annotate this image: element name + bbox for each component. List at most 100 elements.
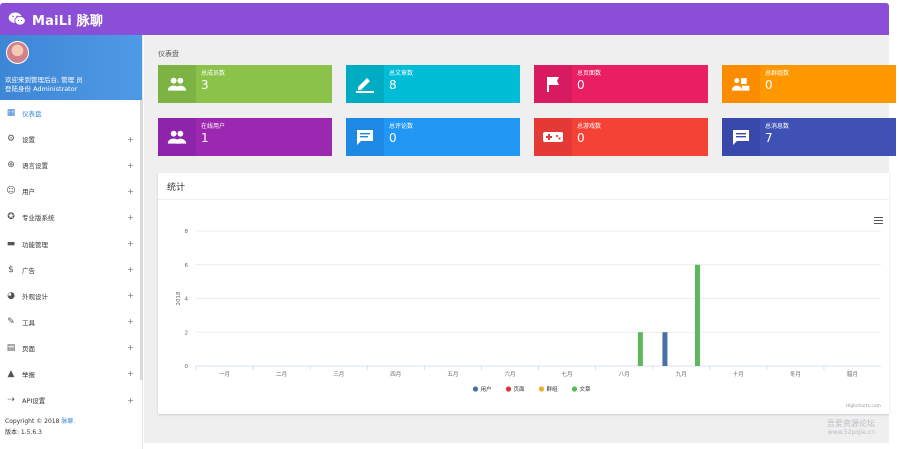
expand-icon[interactable]: + (127, 134, 134, 144)
expand-icon[interactable]: + (127, 160, 134, 170)
sidebar-item-9[interactable]: ▤ 页面 + (0, 335, 142, 361)
message-icon (722, 118, 760, 156)
flag-icon (534, 65, 572, 103)
expand-icon[interactable]: + (127, 395, 134, 405)
sidebar-item-0[interactable]: ▦ 仪表盘 (0, 100, 142, 126)
watermark-line1: 吾爱资源论坛 (827, 419, 875, 428)
stat-card-0[interactable]: 总成员数 3 (158, 65, 332, 103)
stat-card-5[interactable]: 总评论数 0 (346, 118, 520, 156)
profile-panel: 欢迎来到管理后台, 管理 员 登陆身份 Administrator (0, 35, 142, 100)
version-text: 版本: 1.5.6.3 (5, 429, 42, 436)
sidebar-item-1[interactable]: ⚙ 设置 + (0, 126, 142, 152)
sidebar-item-label: 用户 (22, 188, 35, 197)
stat-card-7[interactable]: 总消息数 7 (722, 118, 896, 156)
hamburger-menu-icon[interactable] (874, 217, 883, 224)
y-tick-label: 8 (185, 229, 189, 235)
sidebar-item-2[interactable]: ⊕ 语言设置 + (0, 152, 142, 178)
expand-icon[interactable]: + (127, 317, 134, 327)
sidebar-scrollbar[interactable] (140, 100, 143, 380)
welcome-line: 欢迎来到管理后台, 管理 员 (5, 76, 83, 84)
expand-icon[interactable]: + (127, 343, 134, 353)
online-users-icon (158, 118, 196, 156)
gear-icon: ⚙ (6, 134, 16, 145)
x-tick-label: 二月 (276, 371, 287, 378)
stat-card-label: 总消息数 (765, 123, 790, 130)
gamepad-icon (534, 118, 572, 156)
stat-card-2[interactable]: 总页面数 0 (534, 65, 708, 103)
sidebar-item-label: 仪表盘 (22, 110, 42, 119)
sidebar-item-label: 外观设计 (22, 292, 48, 301)
sidebar-item-label: 页面 (22, 344, 35, 353)
stat-card-label: 总游戏数 (577, 123, 602, 130)
stat-card-label: 总群组数 (765, 70, 790, 77)
legend-item-label[interactable]: 文章 (580, 385, 592, 393)
stat-card-3[interactable]: 总群组数 0 (722, 65, 896, 103)
sidebar-item-4[interactable]: ✪ 专业版系统 + (0, 204, 142, 230)
legend-item-label[interactable]: 用户 (481, 385, 492, 393)
copyright-text: Copyright © 2018 (5, 418, 62, 425)
expand-icon[interactable]: + (127, 186, 134, 196)
legend-item-label[interactable]: 页面 (514, 386, 526, 393)
x-tick-label: 七月 (562, 370, 573, 378)
stat-card-value: 7 (765, 131, 773, 145)
palette-icon: ◕ (7, 290, 15, 301)
expand-icon[interactable]: + (127, 369, 134, 379)
sidebar-item-8[interactable]: ✎ 工具 + (0, 309, 142, 335)
sidebar-item-6[interactable]: $ 广告 + (0, 257, 142, 283)
dollar-icon: $ (8, 264, 14, 275)
x-tick-label: 冬月 (790, 370, 801, 378)
legend-symbol (571, 386, 578, 392)
stat-card-value: 0 (577, 131, 585, 145)
y-tick-label: 0 (185, 364, 189, 370)
top-bar: MaiLi 脉聊 (0, 3, 889, 35)
legend-symbol (505, 386, 512, 392)
copyright-link[interactable]: 脉聊. (61, 418, 76, 425)
chart-credit: Highcharts.com (846, 403, 881, 409)
y-tick-label: 2 (185, 330, 189, 336)
sidebar-item-5[interactable]: ▬ 功能管理 + (0, 230, 142, 256)
stat-card-label: 在线用户 (201, 123, 226, 130)
comment-icon (346, 118, 384, 156)
group-icon (722, 65, 760, 103)
stat-card-6[interactable]: 总游戏数 0 (534, 118, 708, 156)
legend-item-label[interactable]: 群组 (547, 385, 559, 393)
stat-card-4[interactable]: 在线用户 1 (158, 118, 332, 156)
stat-card-value: 3 (201, 78, 209, 92)
expand-icon[interactable]: + (127, 239, 134, 249)
wrench-icon: ✎ (7, 316, 15, 327)
app-brand[interactable]: MaiLi 脉聊 (32, 13, 104, 29)
sidebar-item-label: 语言设置 (22, 162, 48, 171)
stat-card-value: 8 (389, 78, 397, 92)
bar-用户-九月 (662, 332, 668, 366)
watermark: 吾爱资源论坛 www.52pojie.cn (827, 419, 875, 437)
storage-icon: ▬ (6, 238, 16, 249)
sidebar-item-10[interactable]: ▲ 举报 + (0, 361, 142, 387)
expand-icon[interactable]: + (127, 265, 134, 275)
x-tick-label: 三月 (333, 371, 344, 378)
stat-card-value: 0 (577, 78, 585, 92)
sidebar-item-3[interactable]: ☺ 用户 + (0, 178, 142, 204)
sidebar-item-7[interactable]: ◕ 外观设计 + (0, 283, 142, 309)
stat-card-1[interactable]: 总文章数 8 (346, 65, 520, 103)
x-tick-label: 四月 (390, 371, 401, 378)
sidebar-footer: Copyright © 2018 脉聊. 版本: 1.5.6.3 (5, 416, 75, 438)
sidebar-item-11[interactable]: ⇢ API设置 + (0, 387, 142, 413)
y-axis-label: 2018 (176, 291, 182, 305)
sidebar-item-label: 功能管理 (22, 240, 48, 249)
expand-icon[interactable]: + (127, 291, 134, 301)
avatar[interactable] (6, 41, 29, 64)
sidebar-item-label: 专业版系统 (22, 214, 55, 223)
dashboard-icon: ▦ (6, 108, 16, 119)
y-tick-label: 4 (185, 297, 189, 303)
expand-icon[interactable]: + (127, 212, 134, 222)
y-tick-label: 6 (185, 263, 189, 269)
legend-symbol (538, 386, 545, 392)
sidebar: 欢迎来到管理后台, 管理 员 登陆身份 Administrator ▦ 仪表盘 ⚙ 设… (0, 35, 143, 449)
breadcrumb: 仪表盘 (158, 50, 179, 58)
x-tick-label: 五月 (447, 371, 458, 378)
x-tick-label: 六月 (504, 370, 515, 378)
pencil-icon (346, 65, 384, 103)
users-icon (158, 65, 196, 103)
sidebar-menu: ▦ 仪表盘 ⚙ 设置 + ⊕ 语言设置 + ☺ 用户 + ✪ 专业版系统 + ▬ 功能管理 + $ 广告 + ◕ 外观设计… (0, 100, 142, 413)
